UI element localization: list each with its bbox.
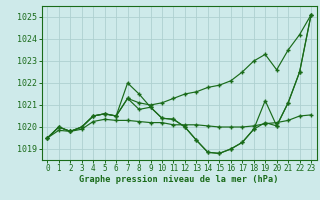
X-axis label: Graphe pression niveau de la mer (hPa): Graphe pression niveau de la mer (hPa): [79, 175, 279, 184]
